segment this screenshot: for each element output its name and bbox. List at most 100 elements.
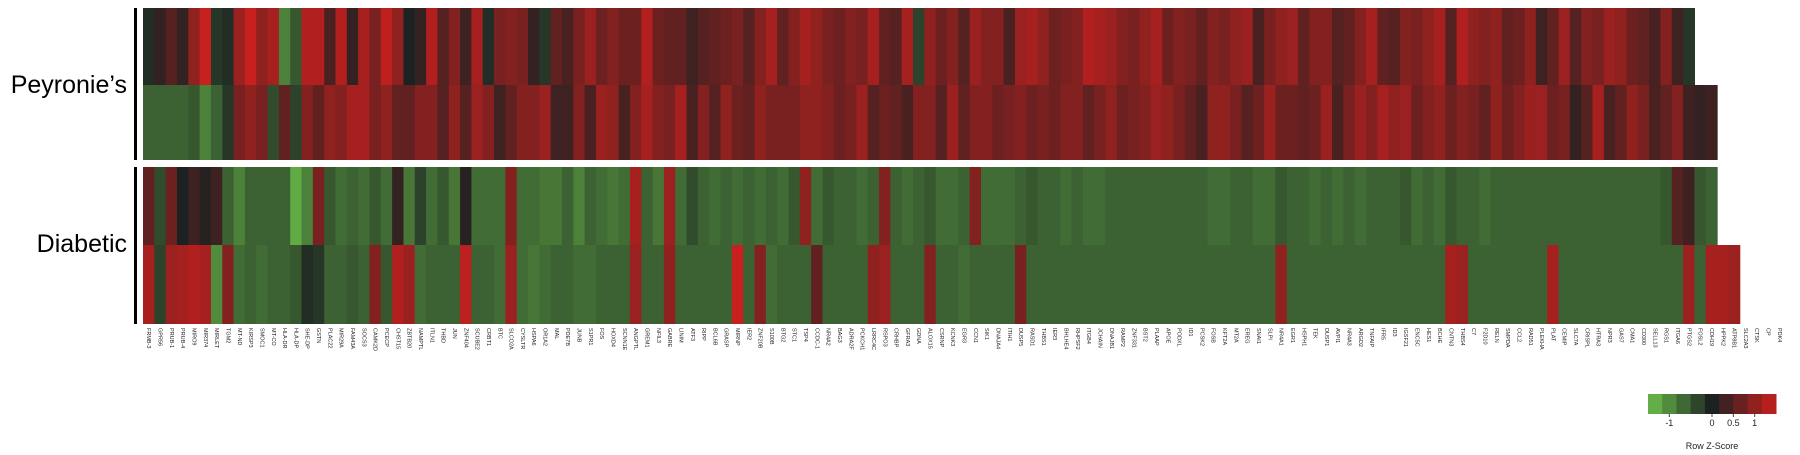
gene-label: GABRE (666, 328, 672, 348)
heatmap-cell (913, 167, 925, 245)
heatmap-cell (1105, 167, 1118, 245)
heatmap-cell (1309, 245, 1322, 324)
heatmap-cell (811, 245, 824, 324)
heatmap-cell (1014, 8, 1027, 85)
heatmap-cell (743, 245, 756, 324)
heatmap-cell (1298, 167, 1310, 245)
gene-label: CD300 (1640, 328, 1646, 345)
heatmap-cell (969, 245, 982, 324)
gene-label: RGS1 (1663, 328, 1669, 343)
heatmap-cell (822, 167, 835, 245)
heatmap-cell (426, 167, 439, 245)
heatmap-cell (494, 85, 506, 160)
heatmap-cell (1275, 167, 1288, 245)
color-key-swatch (1662, 394, 1677, 414)
heatmap-cell (913, 245, 925, 324)
heatmap-cell (312, 167, 325, 245)
heatmap-cell (663, 167, 676, 245)
gene-label: SCNN1E (621, 328, 627, 351)
heatmap-cell (1184, 167, 1197, 245)
heatmap-cell (641, 167, 654, 245)
gene-label: PCECP (383, 328, 389, 347)
heatmap-cell (1150, 245, 1163, 324)
heatmap-cell (731, 245, 744, 324)
heatmap-cell (777, 85, 790, 160)
heatmap-cell (788, 8, 801, 85)
heatmap-cell (267, 245, 280, 324)
heatmap-cell (1388, 245, 1401, 324)
heatmap-cell (890, 85, 903, 160)
heatmap-cell (1479, 167, 1492, 245)
gene-label: ITGB4 (1085, 328, 1091, 344)
gene-label: S1PR1 (587, 328, 593, 345)
heatmap-cell (1569, 85, 1582, 160)
heatmap-cell (1343, 167, 1356, 245)
heatmap-cell (1671, 245, 1684, 324)
heatmap-cell (1603, 245, 1616, 324)
heatmap-cell (539, 245, 552, 324)
heatmap-cell (1275, 85, 1288, 160)
gene-label: PLAAP (1153, 328, 1159, 346)
heatmap-cell (652, 85, 665, 160)
heatmap-cell (494, 8, 506, 85)
heatmap-cell (652, 167, 665, 245)
heatmap-cell (845, 167, 858, 245)
gene-label: CRHBP (893, 328, 899, 348)
heatmap-cell (154, 245, 167, 324)
heatmap-cell (324, 245, 337, 324)
heatmap-cell (414, 245, 427, 324)
gene-label: SOCS3 (360, 328, 366, 347)
heatmap-cell (935, 167, 948, 245)
heatmap-cell (312, 245, 325, 324)
heatmap-cell (437, 85, 450, 160)
heatmap-cell (584, 85, 597, 160)
heatmap-cells (143, 8, 1741, 324)
heatmap-cell (1162, 245, 1175, 324)
heatmap-cell (358, 167, 371, 245)
heatmap-cell (210, 167, 223, 245)
heatmap-cell (324, 85, 337, 160)
heatmap-cell (471, 167, 484, 245)
heatmap-cell (833, 167, 846, 245)
heatmap-cell (1671, 85, 1684, 160)
gene-label: IER2 (745, 328, 751, 340)
heatmap-cell (788, 85, 801, 160)
heatmap-cell (799, 8, 812, 85)
heatmap-cell (1705, 167, 1718, 245)
heatmap-cell (1241, 245, 1254, 324)
heatmap-cell (403, 8, 416, 85)
gene-label: SLPI (1266, 328, 1272, 340)
heatmap-cell (176, 167, 189, 245)
heatmap-cell (879, 167, 891, 245)
heatmap-cell (505, 8, 518, 85)
gene-label: IGSF21 (1402, 328, 1408, 347)
gene-label: NPR3 (1606, 328, 1612, 343)
heatmap-cell (369, 167, 382, 245)
color-key-swatch (1690, 394, 1706, 414)
heatmap-cell (380, 167, 393, 245)
heatmap-cell (607, 167, 620, 245)
heatmap-cell (629, 245, 642, 324)
heatmap-cell (1264, 167, 1277, 245)
heatmap-cell (1558, 167, 1571, 245)
gene-label: CCN1 (972, 328, 978, 343)
heatmap-cell (256, 167, 269, 245)
heatmap-cell (822, 245, 835, 324)
heatmap-cell (1422, 245, 1435, 324)
gene-label: SLC7A (1572, 328, 1578, 346)
heatmap-cell (1343, 85, 1356, 160)
heatmap-cell (1683, 8, 1695, 85)
heatmap-cell (301, 8, 314, 85)
heatmap-cell (369, 85, 382, 160)
heatmap-cell (550, 167, 563, 245)
heatmap-cell (1705, 245, 1718, 324)
heatmap-cell (278, 167, 291, 245)
heatmap-cell (1615, 8, 1628, 85)
heatmap-cell (980, 167, 993, 245)
heatmap-cell (1139, 245, 1152, 324)
heatmap-cell (222, 167, 235, 245)
heatmap-cell (890, 245, 903, 324)
heatmap-cell (1456, 8, 1469, 85)
heatmap-cell (403, 85, 416, 160)
heatmap-cell (301, 245, 314, 324)
